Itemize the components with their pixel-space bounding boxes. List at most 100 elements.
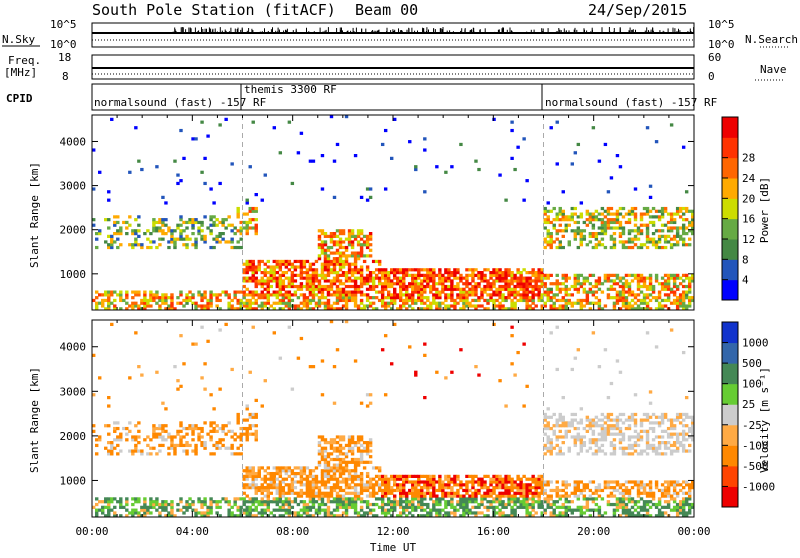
velocity-cell <box>525 483 528 486</box>
power-cell <box>131 302 134 305</box>
power-cell <box>294 285 297 288</box>
velocity-cell <box>399 483 402 486</box>
velocity-cell <box>194 427 197 430</box>
velocity-cell <box>402 509 405 512</box>
power-cell <box>550 304 553 307</box>
power-cell <box>116 229 119 232</box>
velocity-cell <box>354 359 357 362</box>
velocity-cell <box>236 506 239 509</box>
velocity-cell <box>447 511 450 514</box>
power-cell <box>267 277 270 280</box>
power-cell <box>327 268 330 271</box>
velocity-cell <box>249 416 252 419</box>
power-cell <box>119 291 122 294</box>
velocity-cell <box>550 480 553 483</box>
power-cell <box>399 268 402 271</box>
velocity-cell <box>513 483 516 486</box>
velocity-cell <box>270 472 273 475</box>
velocity-cell <box>146 509 149 512</box>
velocity-cell <box>393 509 396 512</box>
velocity-cell <box>243 500 246 503</box>
velocity-cell <box>474 500 477 503</box>
power-cell <box>258 293 261 296</box>
velocity-cell <box>519 486 522 489</box>
power-cell <box>303 265 306 268</box>
velocity-cell <box>604 511 607 514</box>
velocity-cell <box>131 497 134 500</box>
freq-tick-low: 8 <box>62 70 69 83</box>
power-cell <box>375 260 378 263</box>
velocity-cell <box>243 483 246 486</box>
power-cell <box>685 293 688 296</box>
power-cell <box>285 291 288 294</box>
velocity-cell <box>598 483 601 486</box>
power-cell <box>432 288 435 291</box>
velocity-cell <box>104 506 107 509</box>
power-cell <box>324 302 327 305</box>
power-cell <box>658 302 661 305</box>
power-cell <box>673 277 676 280</box>
velocity-cell <box>345 506 348 509</box>
velocity-cell <box>474 494 477 497</box>
velocity-cell <box>345 466 348 469</box>
velocity-cell <box>345 511 348 514</box>
power-cell <box>444 279 447 282</box>
power-cell <box>369 288 372 291</box>
power-cell <box>673 299 676 302</box>
power-cell <box>471 277 474 280</box>
velocity-cell <box>405 497 408 500</box>
power-cell <box>670 243 673 246</box>
velocity-cell <box>306 511 309 514</box>
power-cell <box>393 118 396 121</box>
velocity-cell <box>534 500 537 503</box>
velocity-cell <box>465 489 468 492</box>
velocity-cell <box>315 466 318 469</box>
velocity-cell <box>381 497 384 500</box>
power-cell <box>246 224 249 227</box>
power-cell <box>589 215 592 218</box>
power-cell <box>531 288 534 291</box>
velocity-cell <box>369 441 372 444</box>
velocity-cell <box>303 500 306 503</box>
power-cell <box>339 238 342 241</box>
velocity-cell <box>309 483 312 486</box>
power-cell <box>628 213 631 216</box>
velocity-cell <box>252 424 255 427</box>
power-cell <box>652 238 655 241</box>
velocity-cell <box>357 475 360 478</box>
power-cell <box>107 246 110 249</box>
power-cell <box>267 296 270 299</box>
velocity-cell <box>194 447 197 450</box>
power-cell <box>519 285 522 288</box>
velocity-cell <box>345 509 348 512</box>
power-cell <box>354 235 357 238</box>
velocity-cell <box>339 489 342 492</box>
velocity-cell <box>252 413 255 416</box>
power-cell <box>637 246 640 249</box>
velocity-cell <box>227 500 230 503</box>
power-cell <box>498 302 501 305</box>
power-cell <box>249 299 252 302</box>
power-cell <box>95 296 98 299</box>
velocity-cell <box>607 413 610 416</box>
velocity-cell <box>616 506 619 509</box>
velocity-cell <box>628 427 631 430</box>
power-cell <box>339 282 342 285</box>
power-cell <box>363 260 366 263</box>
velocity-cell <box>396 486 399 489</box>
velocity-cell <box>294 497 297 500</box>
velocity-cell <box>158 435 161 438</box>
velocity-cell <box>173 447 176 450</box>
power-cell <box>384 288 387 291</box>
velocity-cell <box>348 461 351 464</box>
power-cell <box>261 293 264 296</box>
power-cell <box>336 293 339 296</box>
velocity-cell <box>387 483 390 486</box>
power-cell <box>258 265 261 268</box>
power-cell <box>622 226 625 229</box>
power-cell <box>104 299 107 302</box>
velocity-cell <box>306 475 309 478</box>
velocity-cell <box>92 506 95 509</box>
power-cell <box>540 282 543 285</box>
power-cell <box>291 285 294 288</box>
